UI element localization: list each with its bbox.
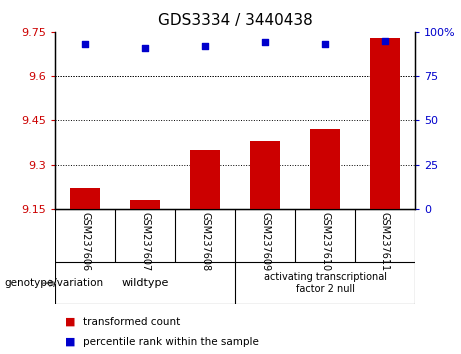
Bar <box>370 38 400 209</box>
Point <box>82 41 89 47</box>
Text: genotype/variation: genotype/variation <box>5 278 104 288</box>
Point <box>201 43 209 49</box>
Point <box>142 45 149 51</box>
Text: GSM237607: GSM237607 <box>140 211 150 271</box>
Point <box>261 40 269 45</box>
Text: activating transcriptional
factor 2 null: activating transcriptional factor 2 null <box>264 272 386 295</box>
Point <box>321 41 329 47</box>
Text: ■: ■ <box>65 337 75 347</box>
Bar <box>190 150 220 209</box>
Bar <box>70 188 100 209</box>
Bar <box>250 141 280 209</box>
Text: GSM237609: GSM237609 <box>260 211 270 271</box>
Point <box>381 38 389 44</box>
Title: GDS3334 / 3440438: GDS3334 / 3440438 <box>158 13 313 28</box>
Text: GSM237608: GSM237608 <box>200 211 210 271</box>
Text: transformed count: transformed count <box>83 317 180 327</box>
Text: GSM237611: GSM237611 <box>380 211 390 271</box>
Text: ■: ■ <box>65 317 75 327</box>
Bar <box>310 129 340 209</box>
Text: GSM237606: GSM237606 <box>80 211 90 271</box>
Bar <box>130 200 160 209</box>
Text: GSM237610: GSM237610 <box>320 211 330 271</box>
Text: wildtype: wildtype <box>122 278 169 288</box>
Text: percentile rank within the sample: percentile rank within the sample <box>83 337 259 347</box>
